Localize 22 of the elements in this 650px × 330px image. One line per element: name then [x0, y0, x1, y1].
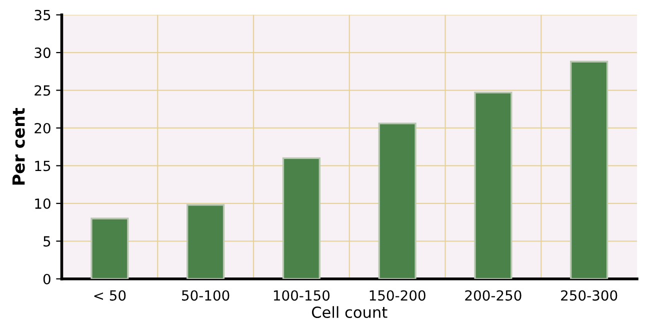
y-axis-title: Per cent: [12, 108, 25, 185]
bar: [90, 218, 129, 279]
bar: [570, 60, 608, 279]
y-tick-label: 0: [43, 274, 50, 284]
bar: [378, 122, 416, 279]
bar: [186, 204, 225, 279]
x-tick-label: 200-250: [465, 290, 522, 301]
x-axis-title: Cell count: [312, 306, 388, 318]
y-tick-label: 35: [34, 10, 50, 20]
x-tick-label: 250-300: [561, 290, 618, 301]
x-tick-label: 100-150: [274, 290, 330, 301]
y-tick-label: 20: [34, 122, 50, 134]
y-tick-label: 5: [44, 236, 50, 247]
y-tick-label: 25: [34, 85, 50, 96]
x-tick-label: 50-100: [182, 290, 230, 301]
y-tick-label: 10: [35, 198, 50, 209]
x-tick-label: < 50: [94, 290, 126, 301]
x-tick-label: 150-200: [370, 290, 426, 301]
y-tick-label: 15: [35, 160, 50, 172]
y-tick-label: 30: [34, 48, 50, 58]
bar: [474, 92, 512, 279]
bar: [282, 157, 320, 279]
